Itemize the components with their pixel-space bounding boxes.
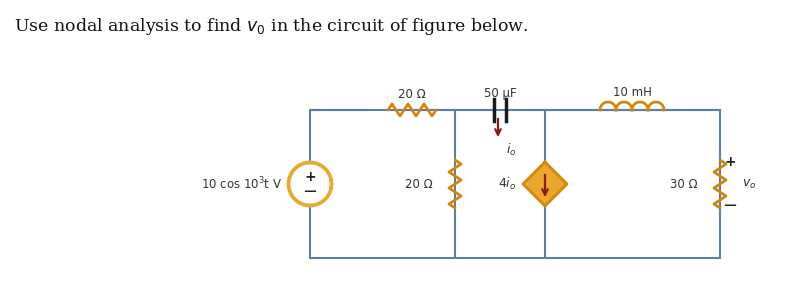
Text: −: −	[303, 183, 318, 201]
Text: −: −	[722, 197, 738, 215]
Text: 30 Ω: 30 Ω	[671, 178, 698, 191]
Text: 10 mH: 10 mH	[612, 86, 652, 99]
Circle shape	[290, 164, 330, 204]
Text: 50 μF: 50 μF	[483, 86, 517, 99]
Text: $i_o$: $i_o$	[506, 142, 517, 158]
Circle shape	[288, 162, 332, 206]
Text: +: +	[304, 170, 316, 184]
Text: +: +	[724, 155, 735, 169]
Text: 10 cos 10$^3$t V: 10 cos 10$^3$t V	[201, 176, 283, 192]
Text: $v_o$: $v_o$	[742, 178, 756, 191]
Text: Use nodal analysis to find $v_0$ in the circuit of figure below.: Use nodal analysis to find $v_0$ in the …	[14, 16, 529, 37]
Polygon shape	[523, 162, 567, 206]
Text: 20 Ω: 20 Ω	[398, 88, 426, 101]
Text: 20 Ω: 20 Ω	[405, 178, 433, 191]
Text: $4i_o$: $4i_o$	[498, 176, 516, 192]
